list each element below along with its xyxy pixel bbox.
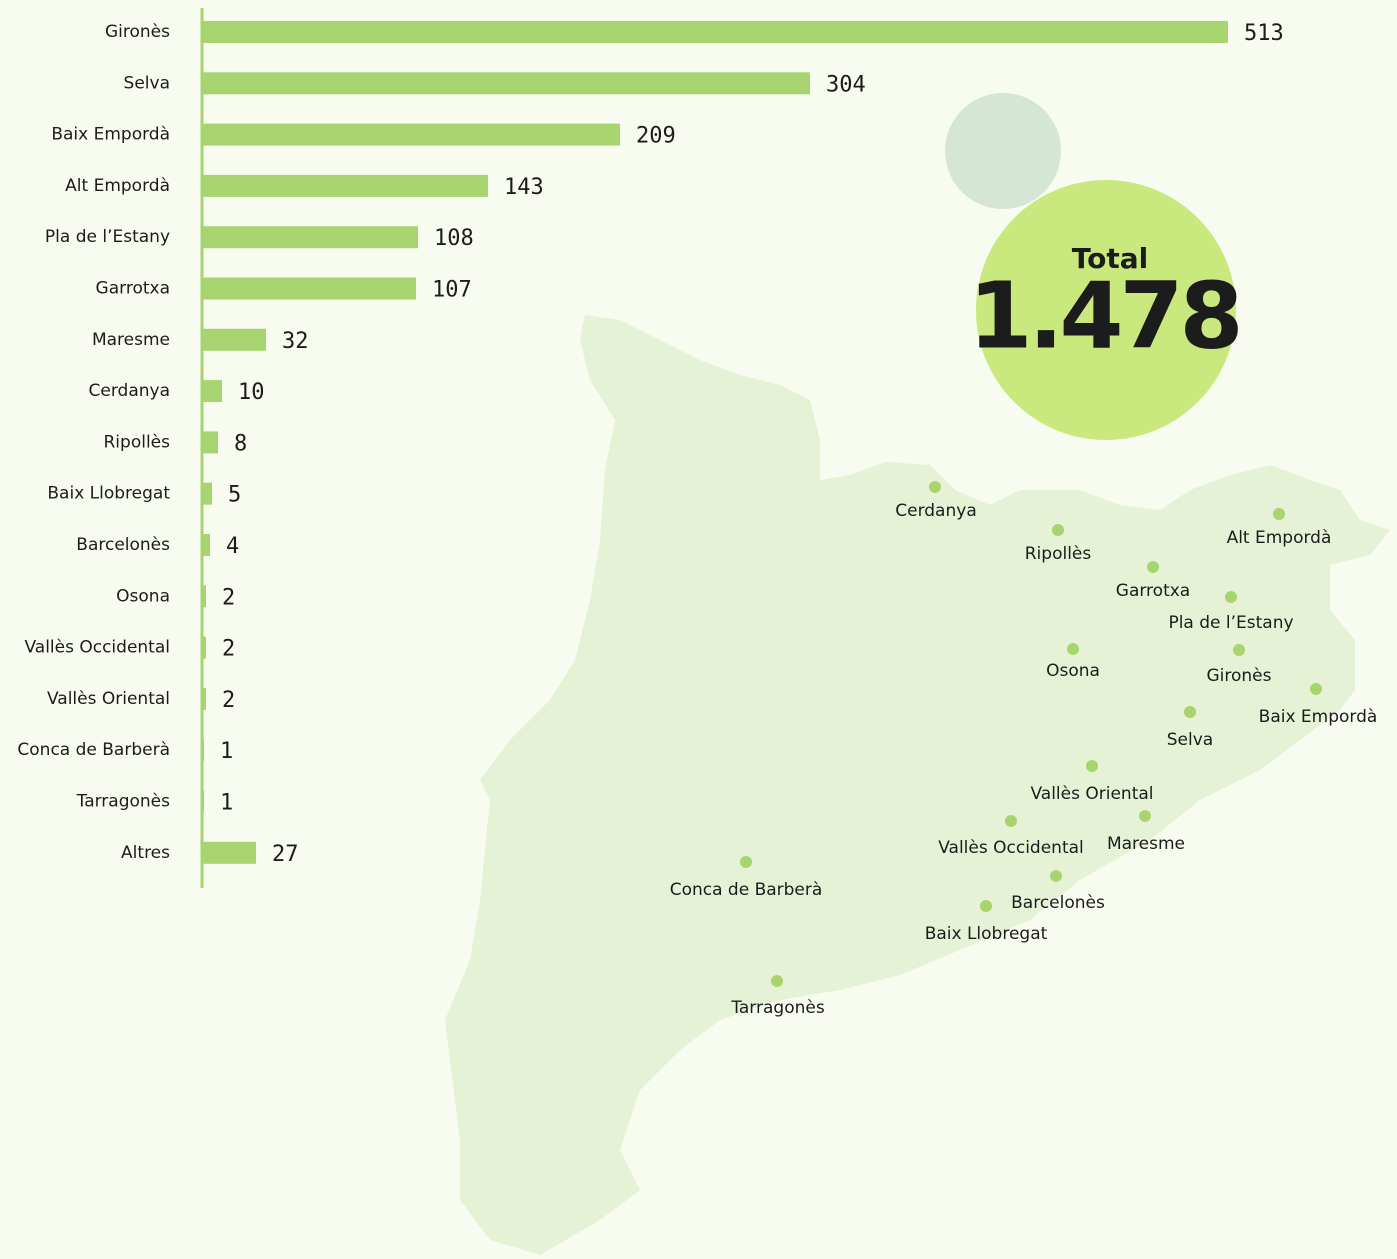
bar (202, 739, 204, 762)
category-label: Tarragonès (76, 792, 171, 812)
bar (202, 380, 222, 403)
map-dot (1184, 706, 1196, 718)
category-label: Vallès Oriental (47, 689, 170, 709)
value-label: 2 (222, 637, 235, 662)
category-label: Barcelonès (76, 535, 170, 555)
bar (202, 431, 218, 454)
category-label: Ripollès (104, 432, 171, 452)
map-label: Alt Empordà (1227, 528, 1332, 548)
bar (202, 174, 488, 197)
value-label: 4 (226, 534, 239, 559)
map-label: Vallès Oriental (1030, 784, 1153, 804)
map-label: Osona (1046, 661, 1100, 681)
category-label: Vallès Occidental (24, 638, 170, 658)
category-label: Baix Empordà (51, 125, 170, 145)
map-dot (1310, 683, 1322, 695)
map-dot (771, 975, 783, 987)
map-dot (1052, 524, 1064, 536)
category-label: Gironès (105, 22, 170, 42)
value-label: 32 (282, 329, 309, 354)
map-dot (1086, 760, 1098, 772)
map-label: Ripollès (1025, 544, 1092, 564)
total-circle (976, 180, 1236, 440)
value-label: 5 (228, 483, 241, 508)
bar (202, 123, 620, 146)
value-label: 27 (272, 842, 299, 867)
total-value: 1.478 (968, 262, 1239, 369)
map-label: Selva (1167, 730, 1213, 750)
category-label: Osona (116, 586, 170, 606)
map-label: Gironès (1206, 666, 1271, 686)
value-label: 10 (238, 380, 265, 405)
value-label: 2 (222, 688, 235, 713)
map-dot (929, 481, 941, 493)
decor-circle (945, 93, 1061, 209)
map-dot (1139, 810, 1151, 822)
category-label: Cerdanya (89, 381, 170, 401)
map-dot (740, 856, 752, 868)
bar (202, 687, 206, 710)
bar (202, 72, 810, 95)
map-label: Barcelonès (1011, 893, 1105, 913)
bar (202, 226, 418, 249)
value-label: 1 (220, 791, 233, 816)
map-label: Pla de l’Estany (1168, 613, 1293, 633)
map-label: Maresme (1107, 834, 1185, 854)
category-label: Altres (121, 843, 170, 863)
map-dot (1233, 644, 1245, 656)
bar (202, 534, 210, 556)
map-label: Tarragonès (730, 998, 825, 1018)
map-dot (1225, 591, 1237, 603)
bar (202, 482, 212, 505)
value-label: 108 (434, 226, 474, 251)
category-label: Pla de l’Estany (45, 227, 170, 247)
category-label: Conca de Barberà (17, 740, 170, 760)
map-dot (980, 900, 992, 912)
value-label: 2 (222, 585, 235, 610)
map-dot (1067, 643, 1079, 655)
map-label: Baix Empordà (1259, 707, 1378, 727)
map-label: Vallès Occidental (938, 838, 1084, 858)
category-label: Baix Llobregat (47, 484, 170, 504)
category-label: Garrotxa (96, 279, 170, 299)
bar (202, 841, 256, 864)
map-label: Conca de Barberà (670, 880, 823, 900)
value-label: 513 (1244, 21, 1284, 46)
value-label: 8 (234, 431, 247, 456)
category-label: Alt Empordà (65, 176, 170, 196)
bar (202, 277, 416, 300)
map-label: Garrotxa (1116, 581, 1190, 601)
map-dot (1005, 815, 1017, 827)
value-label: 304 (826, 72, 866, 97)
value-label: 143 (504, 175, 544, 200)
map-label: Cerdanya (895, 501, 976, 521)
bar (202, 585, 206, 608)
category-label: Selva (124, 73, 170, 93)
map-dot (1050, 870, 1062, 882)
value-label: 1 (220, 739, 233, 764)
total-label: Total (1072, 242, 1149, 275)
value-label: 209 (636, 124, 676, 149)
map-shape (445, 315, 1390, 1255)
bar (202, 328, 266, 351)
category-label: Maresme (92, 330, 170, 350)
map-label: Baix Llobregat (925, 924, 1048, 944)
map-dot (1273, 508, 1285, 520)
value-label: 107 (432, 278, 472, 303)
bar (202, 636, 206, 659)
bar (202, 21, 1228, 43)
map-dot (1147, 561, 1159, 573)
bar (202, 790, 204, 813)
